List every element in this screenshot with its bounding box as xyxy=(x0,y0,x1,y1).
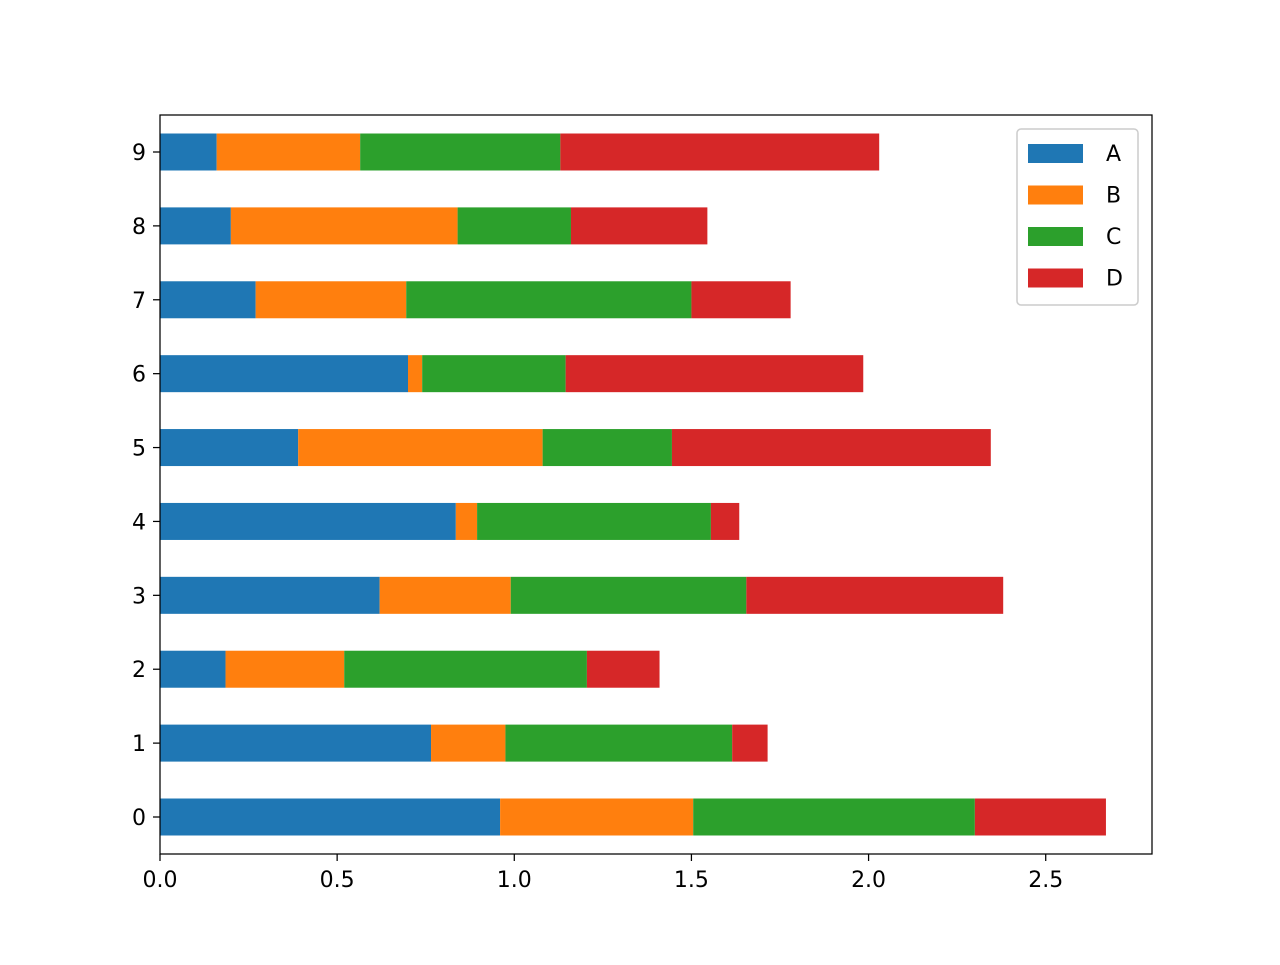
bar-a-5 xyxy=(160,429,299,467)
bar-a-3 xyxy=(160,576,380,614)
bar-b-4 xyxy=(455,502,478,540)
y-tick-label: 5 xyxy=(132,437,146,462)
bar-a-6 xyxy=(160,355,408,393)
bar-b-0 xyxy=(500,798,694,836)
bar-c-2 xyxy=(344,650,587,688)
bar-c-6 xyxy=(422,355,566,393)
bar-d-2 xyxy=(586,650,660,688)
bar-c-1 xyxy=(505,724,733,762)
bar-b-1 xyxy=(431,724,506,762)
y-tick-label: 2 xyxy=(132,658,146,683)
bar-c-0 xyxy=(693,798,975,836)
x-tick-label: 0.5 xyxy=(320,868,355,893)
x-tick-label: 0.0 xyxy=(143,868,178,893)
bar-b-3 xyxy=(379,576,511,614)
bar-a-0 xyxy=(160,798,501,836)
legend-frame xyxy=(1016,128,1139,306)
bar-d-4 xyxy=(710,502,740,540)
x-tick-label: 2.5 xyxy=(1028,868,1063,893)
y-tick-label: 7 xyxy=(132,289,146,314)
bar-a-7 xyxy=(160,281,256,319)
bar-c-7 xyxy=(406,281,692,319)
bar-b-2 xyxy=(225,650,345,688)
legend-swatch-b xyxy=(1028,185,1083,205)
bar-b-5 xyxy=(298,429,543,467)
bar-c-9 xyxy=(360,133,561,171)
bar-d-5 xyxy=(671,429,991,467)
y-tick-label: 3 xyxy=(132,584,146,609)
y-tick-label: 4 xyxy=(132,510,146,535)
y-tick-label: 0 xyxy=(132,806,146,831)
bar-a-8 xyxy=(160,207,231,245)
bar-d-9 xyxy=(560,133,880,171)
y-tick-label: 6 xyxy=(132,363,146,388)
x-tick-label: 2.0 xyxy=(851,868,886,893)
bar-b-6 xyxy=(408,355,423,393)
x-axis: 0.0 0.5 1.0 1.5 2.0 2.5 xyxy=(143,854,1063,893)
bar-d-7 xyxy=(691,281,791,319)
y-tick-label: 9 xyxy=(132,141,146,166)
legend-label-d: D xyxy=(1106,267,1123,292)
bar-d-8 xyxy=(570,207,708,245)
legend-label-b: B xyxy=(1106,184,1121,209)
bar-a-2 xyxy=(160,650,226,688)
legend-swatch-a xyxy=(1028,144,1083,163)
bar-b-9 xyxy=(216,133,361,171)
x-tick-label: 1.5 xyxy=(674,868,709,893)
x-tick-label: 1.0 xyxy=(497,868,532,893)
bar-d-6 xyxy=(565,355,864,393)
bars-layer xyxy=(160,133,1106,836)
bar-c-5 xyxy=(542,429,672,467)
bar-c-4 xyxy=(477,502,711,540)
legend-label-c: C xyxy=(1106,225,1121,250)
y-tick-label: 8 xyxy=(132,215,146,240)
y-tick-label: 1 xyxy=(132,732,146,757)
bar-c-3 xyxy=(510,576,747,614)
legend-swatch-d xyxy=(1028,268,1083,288)
bar-d-1 xyxy=(732,724,768,762)
bar-a-9 xyxy=(160,133,217,171)
bar-b-8 xyxy=(230,207,458,245)
bar-b-7 xyxy=(255,281,407,319)
bar-a-1 xyxy=(160,724,432,762)
legend-swatch-c xyxy=(1028,227,1083,246)
legend-label-a: A xyxy=(1106,142,1121,167)
bar-d-0 xyxy=(974,798,1106,836)
bar-d-3 xyxy=(746,576,1004,614)
y-axis: 0 1 2 3 4 5 6 7 8 9 xyxy=(132,141,160,831)
plot-frame xyxy=(159,114,1153,855)
bar-c-8 xyxy=(457,207,571,245)
bar-a-4 xyxy=(160,502,456,540)
